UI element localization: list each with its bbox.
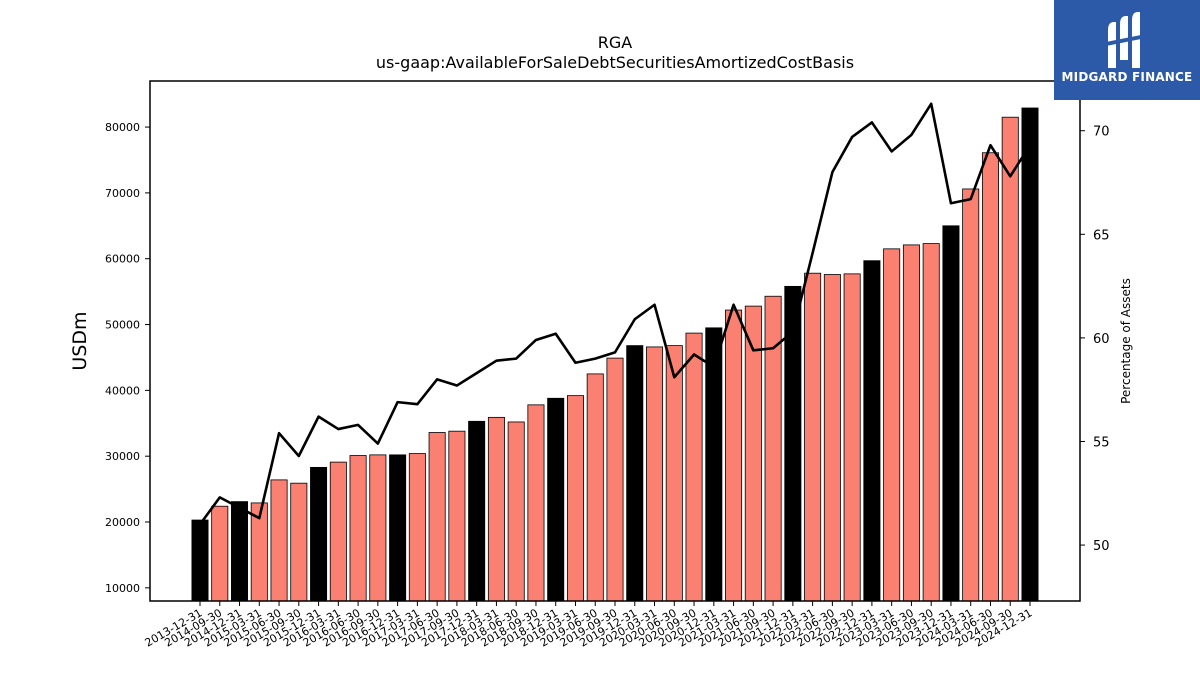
bar-2019-03-31: [566, 395, 584, 602]
bar-2016-06-30: [349, 455, 367, 602]
bar-2018-09-30: [527, 404, 545, 602]
y-tick-label: 60000: [105, 253, 140, 266]
brand-logo: MIDGARD FINANCE: [1054, 0, 1200, 100]
bar-2023-06-30: [902, 244, 920, 602]
y-tick-label: 40000: [105, 384, 140, 397]
bar-2019-12-31: [626, 345, 644, 602]
bar-2020-06-30: [665, 345, 683, 602]
bar-2013-12-31: [191, 519, 209, 602]
bar-2023-03-31: [883, 248, 901, 602]
bar-2023-12-31: [942, 225, 960, 602]
bar-2024-09-30: [1001, 116, 1019, 602]
bar-2021-03-31: [725, 309, 743, 602]
bar-2022-12-31: [863, 260, 881, 602]
bar-2015-12-31: [310, 466, 328, 602]
y2-tick-label: 50: [1093, 539, 1110, 554]
chart-subtitle: us-gaap:AvailableForSaleDebtSecuritiesAm…: [376, 53, 854, 72]
x-axis-ticks: 2013-12-312014-09-302014-12-312015-03-31…: [143, 601, 1035, 650]
percentage-line: [198, 102, 1032, 526]
bar-2016-09-30: [369, 454, 387, 602]
bar-2017-03-31: [408, 453, 426, 602]
y2-tick-label: 70: [1093, 125, 1110, 140]
midgard-logo-icon: [1106, 12, 1146, 68]
y-tick-label: 80000: [105, 121, 140, 134]
bar-2022-09-30: [843, 273, 861, 602]
line-layer: [198, 102, 1032, 526]
y2-axis-label: Percentage of Assets: [1119, 278, 1133, 404]
bar-2024-03-31: [962, 188, 980, 602]
bar-2019-09-30: [606, 357, 624, 602]
bar-2020-03-31: [646, 346, 664, 602]
bar-2014-12-31: [231, 501, 249, 602]
bar-2021-12-31: [784, 285, 802, 602]
bar-2020-12-31: [705, 327, 723, 602]
bar-2015-09-30: [290, 482, 308, 602]
bar-2014-09-30: [211, 505, 229, 602]
bar-2020-09-30: [685, 332, 703, 602]
y-tick-label: 30000: [105, 450, 140, 463]
y-tick-label: 20000: [105, 516, 140, 529]
y-tick-label: 70000: [105, 187, 140, 200]
bar-2024-12-31: [1021, 107, 1039, 602]
bars-layer: [191, 107, 1039, 602]
bar-2022-03-31: [804, 272, 822, 602]
bar-2018-12-31: [547, 397, 565, 602]
y-axis-label: USDm: [69, 311, 91, 370]
bar-2024-06-30: [981, 152, 999, 602]
brand-name: MIDGARD FINANCE: [1061, 70, 1193, 84]
bar-2015-06-30: [270, 479, 288, 602]
y-tick-label: 50000: [105, 319, 140, 332]
bar-2017-09-30: [448, 430, 466, 602]
y-axis-ticks: 10000 20000 30000 40000 50000 60000 70000 80000: [105, 121, 150, 595]
y-tick-label: 10000: [105, 582, 140, 595]
bar-2018-03-31: [487, 416, 505, 602]
bar-2017-06-30: [428, 432, 446, 602]
y2-axis-ticks: 50 55 60 65 70: [1080, 125, 1110, 554]
y2-tick-label: 65: [1093, 228, 1110, 243]
bar-2022-06-30: [823, 274, 841, 602]
y2-tick-label: 55: [1093, 435, 1110, 450]
bar-2019-06-30: [586, 373, 604, 602]
y2-tick-label: 60: [1093, 332, 1110, 347]
bar-2018-06-30: [507, 421, 525, 602]
chart-title: RGA: [598, 33, 633, 52]
bar-2016-12-31: [389, 454, 407, 602]
bar-2016-03-31: [329, 461, 347, 602]
bar-2023-09-30: [922, 243, 940, 602]
plot-frame: [149, 80, 1081, 602]
bar-2017-12-31: [468, 420, 486, 602]
